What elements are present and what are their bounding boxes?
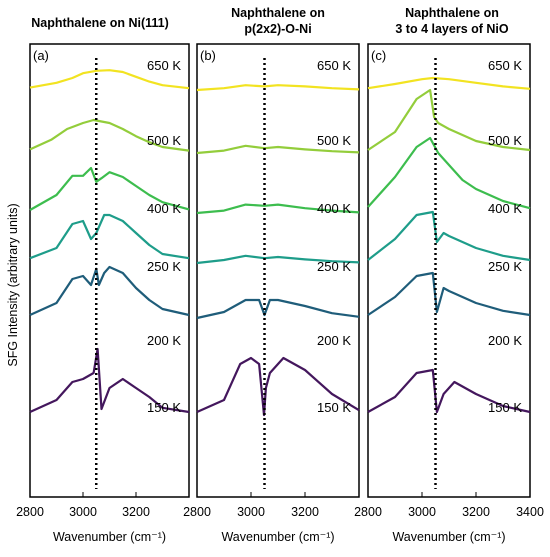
series-label: 650 K (488, 58, 522, 73)
x-tick-label: 2800 (354, 505, 382, 519)
series-line (29, 347, 190, 414)
series-line (29, 69, 190, 90)
series-label: 400 K (488, 201, 522, 216)
panel-frame (367, 43, 531, 498)
series-line (367, 210, 531, 262)
x-tick-label: 3400 (516, 505, 544, 519)
series-line (29, 265, 190, 317)
x-tick-label: 3000 (69, 505, 97, 519)
series-label: 200 K (488, 333, 522, 348)
series-line (29, 213, 190, 260)
panel-letter: (c) (371, 48, 386, 63)
panel-frame (29, 43, 190, 498)
series-line (29, 166, 190, 211)
series-label: 500 K (147, 133, 181, 148)
x-axis-label: Wavenumber (cm⁻¹) (53, 530, 166, 544)
series-label: 250 K (488, 259, 522, 274)
series-line (367, 136, 531, 210)
series-label: 400 K (317, 201, 351, 216)
series-line (196, 254, 360, 265)
series-line (367, 271, 531, 317)
x-tick-label: 3000 (237, 505, 265, 519)
series-line (367, 76, 531, 90)
series-label: 250 K (317, 259, 351, 274)
series-label: 150 K (317, 400, 351, 415)
panel-title: Naphthalene on (405, 6, 499, 20)
series-line (196, 356, 360, 417)
series-label: 200 K (147, 333, 181, 348)
series-line (196, 144, 360, 155)
x-tick-label: 2800 (16, 505, 44, 519)
series-label: 400 K (147, 201, 181, 216)
x-tick-label: 3200 (462, 505, 490, 519)
panel-frame (196, 43, 360, 498)
series-label: 150 K (147, 400, 181, 415)
series-label: 650 K (147, 58, 181, 73)
x-tick-label: 3000 (408, 505, 436, 519)
series-label: 650 K (317, 58, 351, 73)
series-label: 150 K (488, 400, 522, 415)
series-label: 250 K (147, 259, 181, 274)
x-tick-label: 3200 (291, 505, 319, 519)
panel-letter: (a) (33, 48, 49, 63)
series-line (196, 203, 360, 215)
series-label: 500 K (317, 133, 351, 148)
series-line (196, 298, 360, 320)
series-line (29, 118, 190, 152)
panel-title: p(2x2)-O-Ni (244, 22, 311, 36)
panel-title: 3 to 4 layers of NiO (395, 22, 509, 36)
x-tick-label: 2800 (183, 505, 211, 519)
series-line (367, 368, 531, 414)
series-line (367, 88, 531, 152)
y-axis-label: SFG Intensity (arbitrary units) (6, 203, 20, 366)
series-label: 500 K (488, 133, 522, 148)
panel-title: Naphthalene on (231, 6, 325, 20)
series-line (196, 84, 360, 92)
panel-title: Naphthalene on Ni(111) (31, 16, 169, 30)
x-axis-label: Wavenumber (cm⁻¹) (392, 530, 505, 544)
x-tick-label: 3200 (122, 505, 150, 519)
panel-letter: (b) (200, 48, 216, 63)
x-axis-label: Wavenumber (cm⁻¹) (221, 530, 334, 544)
series-label: 200 K (317, 333, 351, 348)
